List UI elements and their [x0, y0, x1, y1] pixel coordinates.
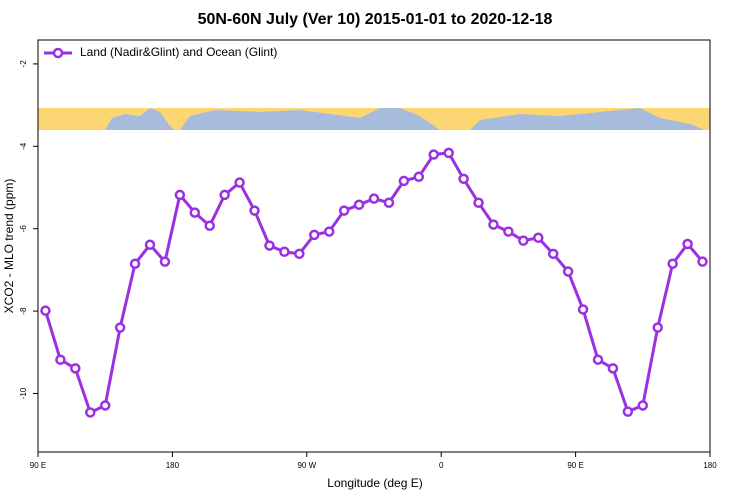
data-point — [323, 226, 335, 237]
data-point — [70, 363, 81, 374]
data-point — [174, 189, 186, 201]
data-point — [249, 205, 260, 216]
x-tick-label: 180 — [166, 461, 180, 470]
data-point — [443, 147, 454, 159]
x-tick-label: 0 — [439, 461, 444, 470]
chart-title: 50N-60N July (Ver 10) 2015-01-01 to 2020… — [198, 11, 553, 28]
y-tick-label: -10 — [19, 387, 28, 399]
data-point — [294, 248, 305, 260]
data-point — [338, 205, 350, 216]
data-point — [488, 219, 499, 230]
data-point — [204, 220, 215, 232]
data-point — [607, 363, 619, 374]
y-tick-label: -2 — [19, 60, 28, 68]
data-point — [503, 226, 514, 237]
data-point — [518, 235, 529, 246]
data-point — [353, 199, 365, 211]
y-tick-label: -6 — [19, 225, 28, 233]
data-point — [562, 266, 574, 277]
data-point — [219, 189, 230, 201]
legend: Land (Nadir&Glint) and Ocean (Glint) — [44, 45, 277, 59]
data-point — [129, 258, 141, 269]
series-line — [44, 151, 704, 415]
legend-marker — [52, 47, 64, 59]
data-point — [234, 177, 245, 188]
x-tick-label: 90 E — [30, 461, 46, 470]
data-point — [99, 400, 111, 411]
data-point — [85, 407, 96, 418]
legend-label: Land (Nadir&Glint) and Ocean (Glint) — [80, 45, 277, 59]
plot-frame — [37, 39, 711, 453]
data-point — [368, 193, 380, 204]
data-point — [144, 239, 156, 251]
x-tick-label: 90 W — [297, 461, 316, 470]
map-strip — [38, 108, 710, 130]
data-point — [189, 207, 201, 218]
data-point — [697, 256, 708, 267]
data-point — [264, 240, 275, 251]
y-axis-label: XCO2 - MLO trend (ppm) — [2, 179, 16, 314]
data-point — [40, 305, 51, 316]
data-point — [159, 256, 171, 267]
data-point — [309, 229, 320, 241]
data-point — [55, 354, 66, 365]
data-point — [652, 322, 663, 333]
data-point — [398, 175, 410, 187]
y-tick-label: -8 — [19, 307, 28, 315]
data-point — [592, 354, 604, 365]
data-point — [533, 232, 544, 244]
data-point — [458, 173, 469, 185]
x-axis-label: Longitude (deg E) — [327, 476, 422, 490]
data-point — [428, 149, 439, 160]
data-point — [577, 304, 589, 315]
data-point — [547, 248, 559, 260]
y-tick-label: -4 — [19, 142, 28, 150]
data-point — [637, 400, 649, 411]
data-point — [279, 246, 290, 258]
data-point — [682, 238, 693, 250]
data-point — [413, 171, 425, 183]
data-point — [114, 322, 126, 333]
data-point — [667, 258, 678, 269]
data-point — [383, 197, 395, 208]
data-point — [473, 197, 484, 208]
x-tick-label: 180 — [703, 461, 717, 470]
x-tick-label: 90 E — [567, 461, 583, 470]
data-point — [622, 406, 634, 417]
